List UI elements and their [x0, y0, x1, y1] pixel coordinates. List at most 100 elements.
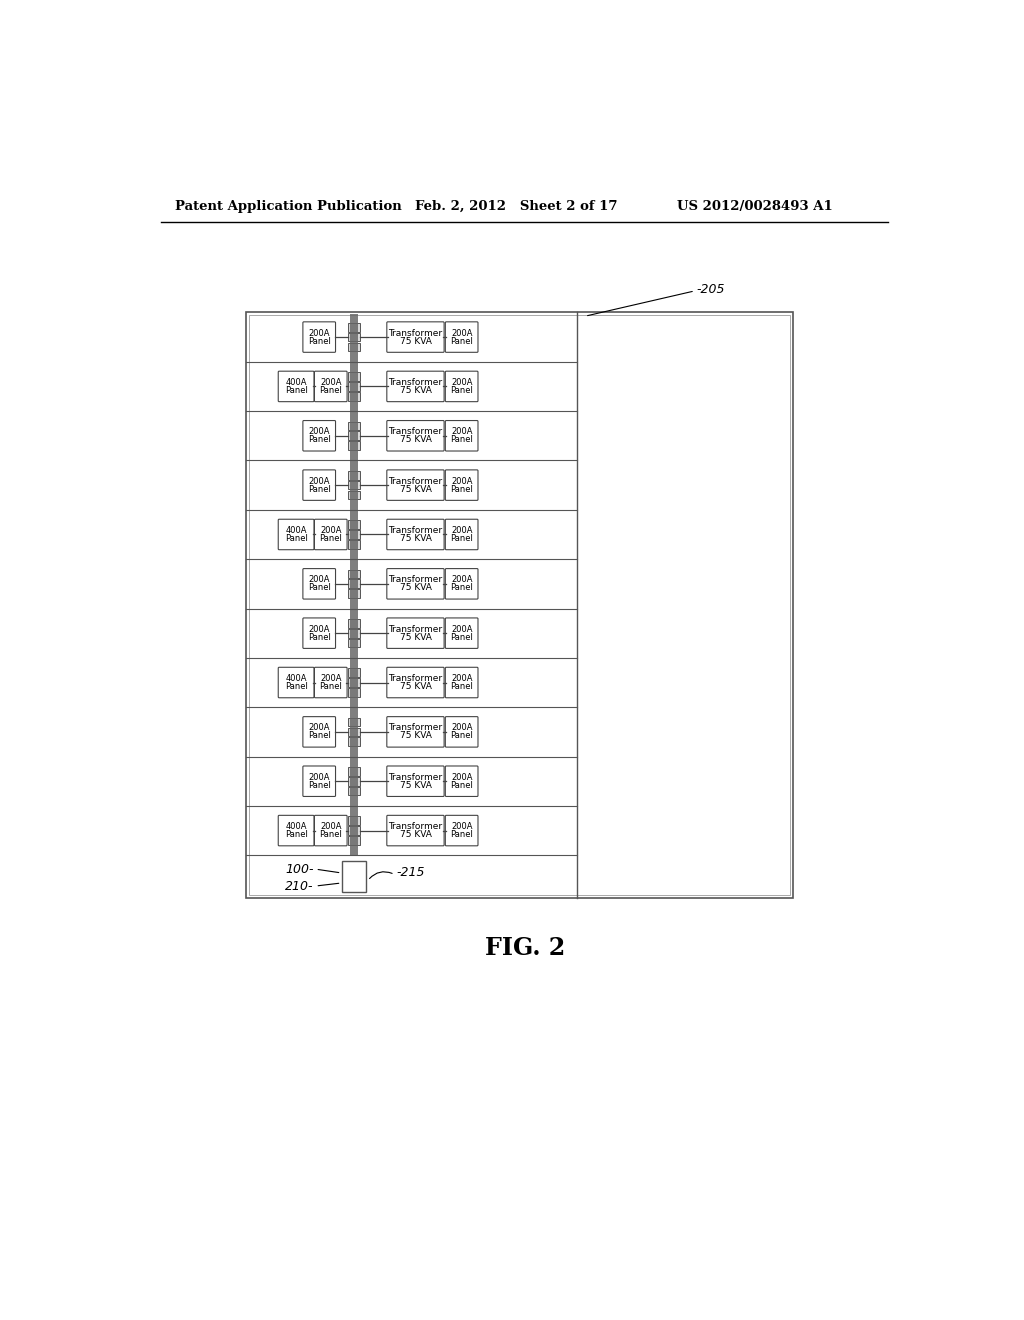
Bar	[348, 579, 360, 589]
Bar	[348, 816, 360, 825]
FancyBboxPatch shape	[445, 470, 478, 500]
Text: Transformer: Transformer	[388, 428, 442, 437]
Text: 200A: 200A	[308, 477, 330, 486]
FancyBboxPatch shape	[303, 421, 336, 451]
Text: 210-: 210-	[286, 879, 313, 892]
Text: Patent Application Publication: Patent Application Publication	[175, 199, 402, 213]
Text: -205: -205	[696, 282, 725, 296]
Text: 200A: 200A	[451, 378, 472, 387]
Text: 75 KVA: 75 KVA	[399, 337, 431, 346]
Bar	[348, 432, 360, 440]
Text: -215: -215	[396, 866, 425, 879]
Text: Transformer: Transformer	[388, 822, 442, 832]
Text: Panel: Panel	[285, 535, 307, 543]
Text: 200A: 200A	[308, 624, 330, 634]
FancyBboxPatch shape	[303, 322, 336, 352]
Text: 200A: 200A	[451, 822, 472, 832]
Text: Transformer: Transformer	[388, 525, 442, 535]
FancyBboxPatch shape	[314, 519, 347, 549]
Text: 200A: 200A	[451, 576, 472, 585]
Text: Panel: Panel	[308, 780, 331, 789]
Bar	[348, 787, 360, 796]
Bar	[348, 619, 360, 628]
FancyBboxPatch shape	[279, 816, 314, 846]
Text: Feb. 2, 2012   Sheet 2 of 17: Feb. 2, 2012 Sheet 2 of 17	[416, 199, 617, 213]
Text: 200A: 200A	[451, 675, 472, 682]
Bar	[348, 480, 360, 490]
Bar	[348, 678, 360, 686]
FancyBboxPatch shape	[445, 717, 478, 747]
Bar	[348, 688, 360, 697]
Text: Panel: Panel	[451, 830, 473, 840]
Bar	[348, 738, 360, 746]
FancyBboxPatch shape	[445, 569, 478, 599]
FancyBboxPatch shape	[387, 668, 444, 698]
FancyBboxPatch shape	[445, 618, 478, 648]
Text: Transformer: Transformer	[388, 477, 442, 486]
Text: Panel: Panel	[451, 682, 473, 692]
Bar	[348, 491, 360, 499]
Text: 400A: 400A	[286, 822, 307, 832]
Bar	[249, 315, 790, 895]
Text: Panel: Panel	[451, 484, 473, 494]
FancyBboxPatch shape	[314, 816, 347, 846]
Text: Panel: Panel	[319, 385, 342, 395]
FancyBboxPatch shape	[303, 717, 336, 747]
Text: 400A: 400A	[286, 675, 307, 682]
Text: Panel: Panel	[451, 385, 473, 395]
FancyBboxPatch shape	[314, 668, 347, 698]
Bar	[246, 313, 793, 898]
Bar	[348, 826, 360, 836]
Text: 200A: 200A	[451, 428, 472, 437]
Text: Panel: Panel	[451, 731, 473, 741]
Text: Transformer: Transformer	[388, 624, 442, 634]
Text: Transformer: Transformer	[388, 378, 442, 387]
Bar	[348, 421, 360, 430]
Bar	[348, 540, 360, 549]
Text: Panel: Panel	[451, 632, 473, 642]
FancyBboxPatch shape	[387, 618, 444, 648]
Text: 75 KVA: 75 KVA	[399, 830, 431, 840]
Text: Panel: Panel	[308, 436, 331, 445]
Text: 75 KVA: 75 KVA	[399, 731, 431, 741]
FancyBboxPatch shape	[445, 766, 478, 796]
Text: 75 KVA: 75 KVA	[399, 385, 431, 395]
FancyBboxPatch shape	[387, 371, 444, 401]
Text: Panel: Panel	[308, 484, 331, 494]
Bar	[342, 862, 367, 892]
FancyBboxPatch shape	[445, 668, 478, 698]
Text: Panel: Panel	[308, 583, 331, 593]
Bar	[348, 767, 360, 776]
Text: Panel: Panel	[308, 731, 331, 741]
Text: 200A: 200A	[308, 428, 330, 437]
Bar	[348, 343, 360, 351]
Text: Panel: Panel	[308, 337, 331, 346]
FancyBboxPatch shape	[387, 816, 444, 846]
Bar	[348, 441, 360, 450]
Bar	[348, 471, 360, 479]
Bar	[348, 323, 360, 331]
Text: Panel: Panel	[285, 682, 307, 692]
Text: 75 KVA: 75 KVA	[399, 535, 431, 543]
Text: 200A: 200A	[321, 822, 342, 832]
Bar	[348, 718, 360, 726]
FancyBboxPatch shape	[303, 569, 336, 599]
Text: 75 KVA: 75 KVA	[399, 484, 431, 494]
Bar	[348, 372, 360, 381]
Text: 200A: 200A	[308, 329, 330, 338]
Bar	[348, 836, 360, 845]
Text: Panel: Panel	[451, 337, 473, 346]
FancyBboxPatch shape	[387, 766, 444, 796]
Text: Panel: Panel	[285, 830, 307, 840]
Text: Panel: Panel	[451, 583, 473, 593]
Text: 200A: 200A	[451, 477, 472, 486]
Text: 200A: 200A	[308, 723, 330, 733]
FancyBboxPatch shape	[387, 569, 444, 599]
Bar	[348, 777, 360, 785]
Text: 200A: 200A	[321, 675, 342, 682]
Bar	[348, 639, 360, 647]
Text: Panel: Panel	[308, 632, 331, 642]
Text: 200A: 200A	[321, 378, 342, 387]
Bar	[348, 570, 360, 578]
Bar	[348, 381, 360, 391]
